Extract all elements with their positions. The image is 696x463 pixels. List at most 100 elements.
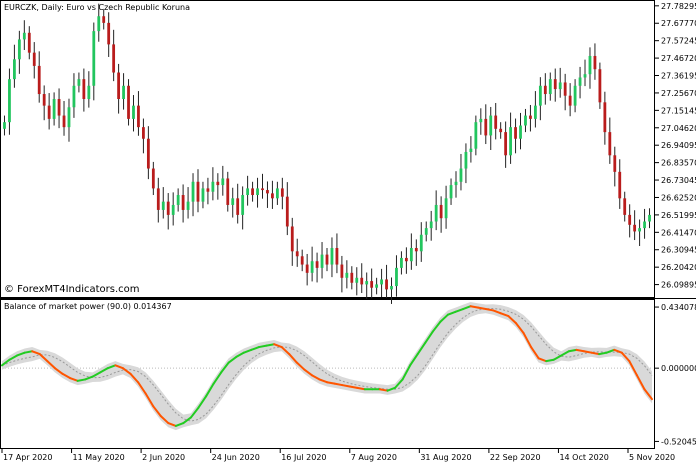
candle [335, 233, 339, 274]
candle [261, 173, 264, 199]
candle [320, 242, 324, 279]
candle [370, 268, 374, 299]
candle [419, 222, 423, 262]
price-tick-label: 26.94095 [661, 141, 696, 150]
candle [434, 190, 438, 231]
time-tick-label: 16 Jul 2020 [281, 453, 326, 462]
bmp-rising-segment [431, 320, 442, 333]
indicator-label: Balance of market power (90.0) 0.014367 [4, 302, 172, 311]
bmp-rising-segment [227, 355, 238, 364]
bearish-candle-body [47, 105, 51, 119]
candle [623, 191, 627, 222]
bearish-candle-body [206, 188, 210, 192]
bmp-rising-segment [265, 343, 276, 347]
bullish-candle-body [176, 195, 180, 205]
candle [563, 73, 567, 111]
candle [628, 204, 632, 238]
candle [186, 187, 190, 219]
bullish-candle-body [588, 55, 592, 75]
bmp-falling-segment [635, 374, 646, 391]
time-axis: 17 Apr 2020 11 May 2020 2 Jun 2020 24 Jun 2… [1, 449, 675, 462]
bullish-candle-body [558, 82, 562, 90]
candle [280, 177, 284, 210]
candle [211, 167, 215, 201]
bullish-candle-body [231, 198, 235, 205]
bmp-rising-segment [8, 354, 19, 361]
bullish-candle-body [275, 188, 279, 199]
bearish-candle-body [499, 128, 503, 133]
candle [618, 159, 622, 209]
bmp-falling-segment [273, 343, 283, 349]
bmp-rising-segment [99, 367, 109, 374]
candle [17, 30, 21, 74]
candle [330, 237, 334, 278]
candle [390, 277, 393, 304]
candle [241, 186, 245, 230]
time-tick-label: 14 Oct 2020 [559, 453, 608, 462]
bullish-candle-body [72, 85, 76, 108]
time-tick-label: 31 Aug 2020 [420, 453, 471, 462]
candle [365, 272, 369, 299]
candle [464, 143, 468, 184]
bullish-candle-body [171, 204, 175, 215]
bmp-falling-segment [61, 372, 72, 380]
bullish-candle-body [524, 115, 527, 126]
candle [206, 177, 210, 205]
candle [509, 112, 512, 164]
candle [414, 239, 418, 266]
bearish-candle-body [504, 132, 508, 156]
candle [543, 73, 547, 105]
bmp-rising-segment [182, 416, 192, 425]
bmp-rising-segment [197, 395, 208, 409]
bmp-falling-segment [477, 306, 487, 311]
candle [191, 173, 195, 217]
bullish-candle-body [310, 261, 314, 273]
bmp-falling-segment [31, 350, 41, 356]
bearish-candle-body [226, 178, 230, 205]
candle [553, 68, 557, 102]
candle [613, 146, 617, 187]
candle [82, 68, 86, 112]
candle [409, 233, 413, 270]
candle [340, 255, 344, 293]
candle [633, 210, 637, 241]
bmp-rising-segment [598, 351, 608, 356]
bmp-rising-segment [250, 346, 260, 351]
candle [151, 161, 155, 196]
bmp-line [1, 305, 653, 427]
bmp-falling-segment [378, 388, 389, 392]
indicator-signal-line [1, 307, 653, 422]
bullish-candle-body [201, 188, 205, 202]
bmp-rising-segment [16, 351, 26, 357]
candle [385, 264, 388, 298]
bmp-falling-segment [590, 351, 601, 356]
bmp-rising-segment [605, 348, 616, 354]
main-panel-frame [0, 0, 655, 298]
candle [13, 44, 16, 88]
bmp-falling-segment [295, 361, 306, 371]
bmp-falling-segment [53, 367, 64, 375]
bmp-falling-segment [530, 346, 540, 360]
candle [345, 260, 349, 289]
candle [266, 181, 269, 208]
bullish-candle-body [211, 181, 215, 192]
bearish-candle-body [385, 279, 388, 290]
candle [429, 210, 433, 241]
bmp-falling-segment [333, 382, 344, 387]
candle [3, 115, 6, 136]
candle [57, 88, 61, 129]
candle [117, 63, 121, 114]
candle [648, 208, 651, 229]
candle [77, 72, 81, 93]
bullish-candle-body [77, 79, 81, 86]
bmp-rising-segment [189, 406, 200, 419]
bmp-rising-segment [76, 378, 87, 382]
watermark: © ForexMT4Indicators.com [4, 284, 140, 295]
bmp-rising-segment [439, 313, 449, 323]
bmp-falling-segment [582, 350, 593, 354]
bullish-candle-body [8, 79, 11, 123]
candle [102, 9, 106, 30]
bearish-candle-body [563, 82, 567, 96]
bmp-rising-segment [84, 375, 94, 381]
